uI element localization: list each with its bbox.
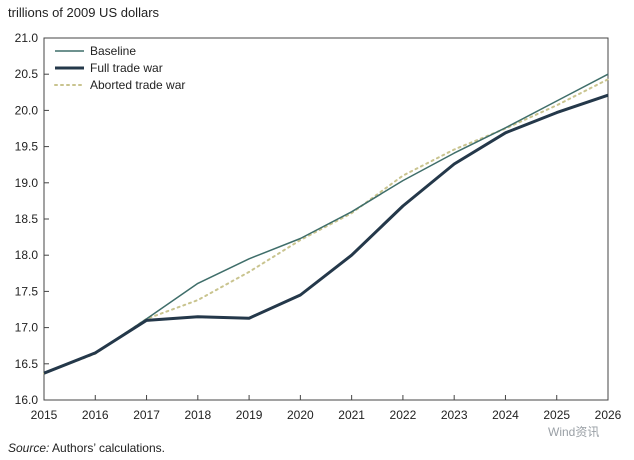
x-tick-label: 2015 [31, 408, 58, 422]
legend-label: Baseline [90, 44, 136, 58]
y-tick-label: 21.0 [15, 31, 39, 45]
x-tick-label: 2018 [184, 408, 211, 422]
x-tick-label: 2022 [390, 408, 417, 422]
y-axis-unit-label: trillions of 2009 US dollars [8, 5, 160, 20]
x-tick-label: 2016 [82, 408, 109, 422]
watermark-text: Wind资讯 [548, 425, 600, 439]
x-axis: 2015 2016 2017 2018 2019 2020 2021 2022 2023 2024… [31, 395, 622, 422]
x-tick-label: 2023 [441, 408, 468, 422]
y-tick-label: 18.5 [15, 212, 39, 226]
series-line-full-trade-war [43, 93, 609, 375]
y-axis: 16.0 16.5 17.0 17.5 18.0 18.5 19.0 19.5 20.0 20.5… [15, 31, 49, 407]
series-lines [43, 73, 609, 375]
series-line-aborted-trade-war [43, 78, 609, 375]
source-text: Authors’ calculations. [49, 441, 165, 455]
y-tick-label: 17.5 [15, 284, 39, 298]
legend-label: Full trade war [90, 61, 163, 75]
y-tick-label: 16.5 [15, 357, 39, 371]
x-tick-label: 2021 [338, 408, 365, 422]
y-tick-label: 19.5 [15, 140, 39, 154]
y-tick-label: 17.0 [15, 321, 39, 335]
series-line-baseline [43, 73, 609, 374]
plot-frame [43, 37, 609, 401]
watermark-logo: Wind资讯 [548, 423, 599, 440]
x-tick-label: 2024 [492, 408, 519, 422]
y-tick-label: 20.5 [15, 67, 39, 81]
line-chart: 16.0 16.5 17.0 17.5 18.0 18.5 19.0 19.5 20.0 20.5… [15, 31, 622, 422]
source-label: Source: [8, 441, 50, 455]
x-tick-label: 2026 [595, 408, 622, 422]
x-tick-label: 2019 [236, 408, 263, 422]
legend-label: Aborted trade war [90, 78, 185, 92]
source-note: Source: Authors’ calculations. [8, 441, 165, 455]
y-tick-label: 20.0 [15, 103, 39, 117]
legend: Baseline Full trade war Aborted trade war [54, 44, 185, 92]
y-tick-label: 18.0 [15, 248, 39, 262]
x-tick-label: 2020 [287, 408, 314, 422]
y-tick-label: 16.0 [15, 393, 39, 407]
x-tick-label: 2017 [133, 408, 160, 422]
y-tick-label: 19.0 [15, 176, 39, 190]
x-tick-label: 2025 [543, 408, 570, 422]
